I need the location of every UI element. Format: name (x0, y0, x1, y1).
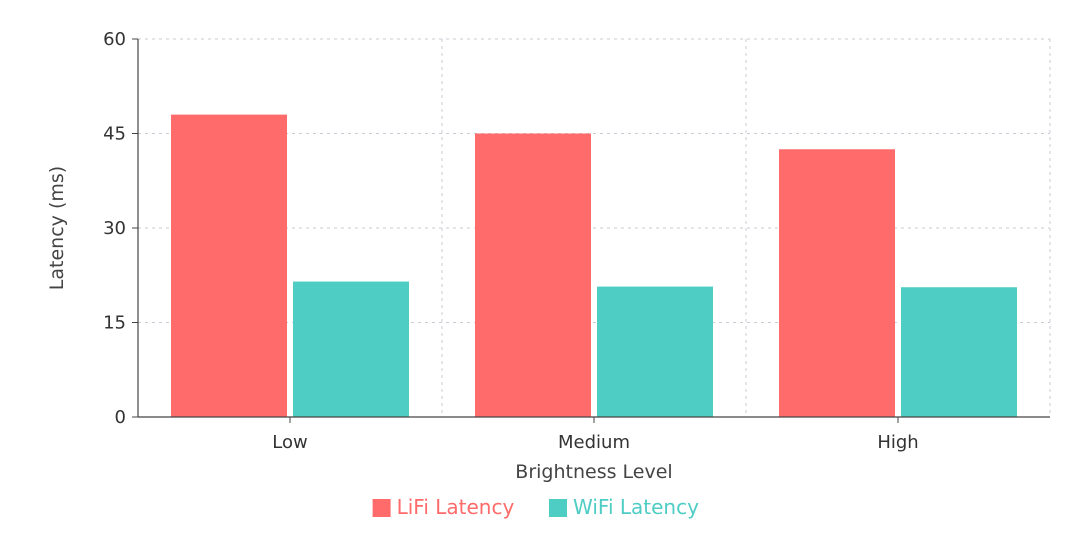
y-tick-label: 30 (103, 218, 126, 239)
bars (171, 114, 1017, 417)
tick-labels: 0 15 30 45 60 Low Medium High (103, 29, 919, 453)
x-axis-title: Brightness Level (515, 461, 672, 483)
x-tick-label: Medium (558, 432, 630, 453)
legend-label: WiFi Latency (573, 495, 699, 519)
legend-item: LiFi Latency (372, 495, 515, 519)
legend-swatch (372, 499, 391, 517)
legend-label: LiFi Latency (397, 495, 515, 519)
axes (132, 38, 1050, 423)
bar-lifi-latency-low (171, 114, 287, 417)
y-tick-label: 15 (103, 313, 126, 334)
y-tick-label: 45 (103, 124, 126, 145)
legend-item: WiFi Latency (549, 495, 699, 519)
x-tick-label: Low (272, 432, 307, 453)
legend-swatch (549, 499, 567, 517)
y-tick-label: 60 (103, 29, 126, 50)
y-axis-title: Latency (ms) (46, 166, 68, 290)
bar-lifi-latency-medium (475, 133, 591, 417)
bar-wifi-latency-high (901, 287, 1017, 417)
bar-wifi-latency-low (293, 281, 409, 417)
bar-wifi-latency-medium (597, 286, 713, 417)
y-tick-label: 0 (115, 407, 126, 428)
bar-lifi-latency-high (779, 149, 895, 417)
x-tick-label: High (877, 432, 918, 453)
legend: LiFi Latency WiFi Latency (372, 495, 699, 519)
